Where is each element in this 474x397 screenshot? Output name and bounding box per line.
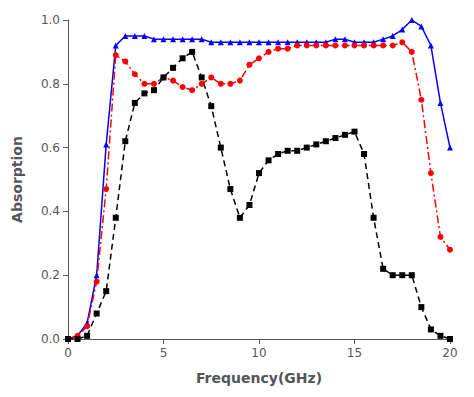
svg-text:0: 0 <box>64 346 72 360</box>
svg-text:5: 5 <box>160 346 168 360</box>
svg-text:Frequency(GHz): Frequency(GHz) <box>196 370 322 386</box>
svg-text:Absorption: Absorption <box>9 136 25 223</box>
svg-text:0.0: 0.0 <box>41 332 60 346</box>
svg-text:20: 20 <box>442 346 457 360</box>
svg-text:0.2: 0.2 <box>41 268 60 282</box>
svg-text:0.8: 0.8 <box>41 77 60 91</box>
svg-text:15: 15 <box>347 346 362 360</box>
svg-text:10: 10 <box>251 346 266 360</box>
svg-text:0.6: 0.6 <box>41 141 60 155</box>
svg-text:1.0: 1.0 <box>41 13 60 27</box>
svg-text:0.4: 0.4 <box>41 204 60 218</box>
